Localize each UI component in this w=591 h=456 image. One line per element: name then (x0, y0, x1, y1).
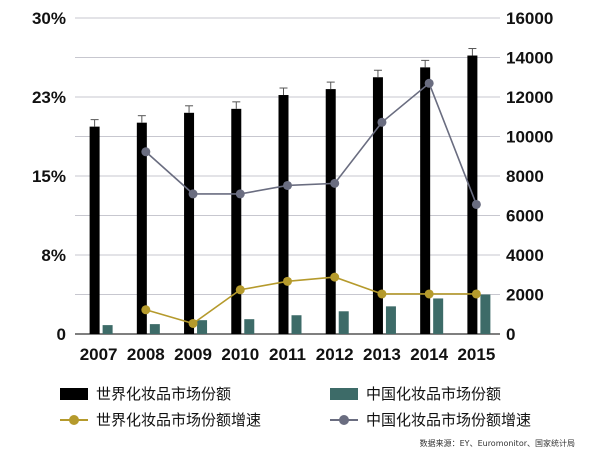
world-growth-path (145, 276, 477, 325)
world-growth-line (141, 272, 481, 328)
world-share-bar (89, 126, 100, 334)
legend-swatch-gold-line (60, 414, 88, 426)
x-tick-label: 2013 (363, 345, 401, 364)
china-share-bar (102, 325, 113, 334)
legend-label: 世界化妆品市场份额 (96, 385, 232, 403)
world-growth-point (377, 289, 387, 299)
legend-swatch-black-bar (60, 387, 88, 400)
world-share-bar (184, 112, 195, 334)
left-tick-label: 0 (57, 325, 66, 344)
china-growth-point (377, 117, 387, 127)
right-tick-label: 2000 (506, 286, 544, 305)
world-growth-point (330, 272, 340, 282)
china-share-bar (385, 306, 396, 334)
china-share-bar (433, 298, 444, 334)
china-share-bar (338, 311, 349, 334)
left-tick-label: 15% (32, 167, 66, 186)
world-share-bar (325, 89, 336, 334)
legend-item-china-growth: 中国化妆品市场份额增速 (330, 409, 531, 430)
china-share-bar (197, 320, 208, 334)
world-share-bar (278, 95, 289, 335)
right-tick-label: 16000 (506, 9, 553, 28)
world-share-bar (420, 67, 431, 334)
x-tick-label: 2009 (174, 345, 212, 364)
left-tick-label: 23% (32, 88, 66, 107)
china-growth-point (235, 189, 245, 199)
right-tick-label: 14000 (506, 49, 553, 68)
world-growth-point (141, 305, 151, 315)
china-share-bar (291, 315, 302, 334)
left-tick-label: 8% (41, 246, 66, 265)
world-growth-point (188, 318, 198, 328)
right-tick-label: 12000 (506, 88, 553, 107)
right-axis-ticks: 16000 14000 12000 10000 8000 6000 4000 2000 0 (506, 9, 553, 344)
source-note: 数据来源：EY、Euromonitor、国家统计局 (419, 439, 575, 448)
china-share-bar (149, 324, 160, 334)
china-growth-point (471, 199, 481, 209)
world-share-bar (231, 108, 242, 334)
left-axis-ticks: 30% 23% 15% 8% 0 (32, 9, 66, 344)
legend-item-world-share: 世界化妆品市场份额 (60, 383, 231, 404)
china-growth-point (141, 147, 151, 157)
china-share-bars (102, 294, 491, 334)
legend-swatch-gray-line (330, 414, 358, 426)
legend-swatch-teal-bar (330, 387, 358, 400)
world-growth-point (283, 276, 292, 286)
x-tick-label: 2015 (457, 345, 495, 364)
china-growth-point (188, 189, 198, 199)
x-tick-label: 2011 (269, 345, 306, 364)
world-growth-point (235, 285, 245, 295)
china-growth-point (424, 78, 434, 88)
x-tick-label: 2014 (410, 345, 448, 364)
x-tick-label: 2012 (316, 345, 354, 364)
left-tick-label: 30% (32, 9, 66, 28)
world-share-bar (136, 122, 147, 334)
china-share-bar (480, 294, 491, 334)
world-share-bar (372, 77, 383, 334)
right-tick-label: 0 (506, 325, 515, 344)
china-growth-point (283, 180, 292, 190)
china-share-bar (244, 319, 255, 334)
world-growth-point (424, 289, 434, 299)
legend-item-china-share: 中国化妆品市场份额 (330, 383, 501, 404)
x-tick-label: 2007 (80, 345, 118, 364)
right-tick-label: 4000 (506, 246, 544, 265)
right-tick-label: 6000 (506, 207, 544, 226)
x-tick-label: 2010 (221, 345, 259, 364)
china-growth-line (141, 78, 481, 209)
legend-item-world-growth: 世界化妆品市场份额增速 (60, 409, 261, 430)
legend-label: 中国化妆品市场份额 (366, 385, 502, 403)
china-growth-point (330, 178, 340, 188)
world-growth-point (471, 289, 481, 299)
x-axis-ticks: 2007 2008 2009 2010 2011 2012 2013 2014 2015 (80, 345, 496, 364)
x-tick-label: 2008 (127, 345, 165, 364)
chart-canvas: 30% 23% 15% 8% 0 16000 14000 12000 10000 8000 600… (32, 9, 553, 364)
china-growth-path (145, 81, 478, 205)
legend-label: 世界化妆品市场份额增速 (96, 411, 262, 429)
right-tick-label: 10000 (506, 128, 553, 147)
legend-label: 中国化妆品市场份额增速 (366, 411, 532, 429)
right-tick-label: 8000 (506, 167, 544, 186)
